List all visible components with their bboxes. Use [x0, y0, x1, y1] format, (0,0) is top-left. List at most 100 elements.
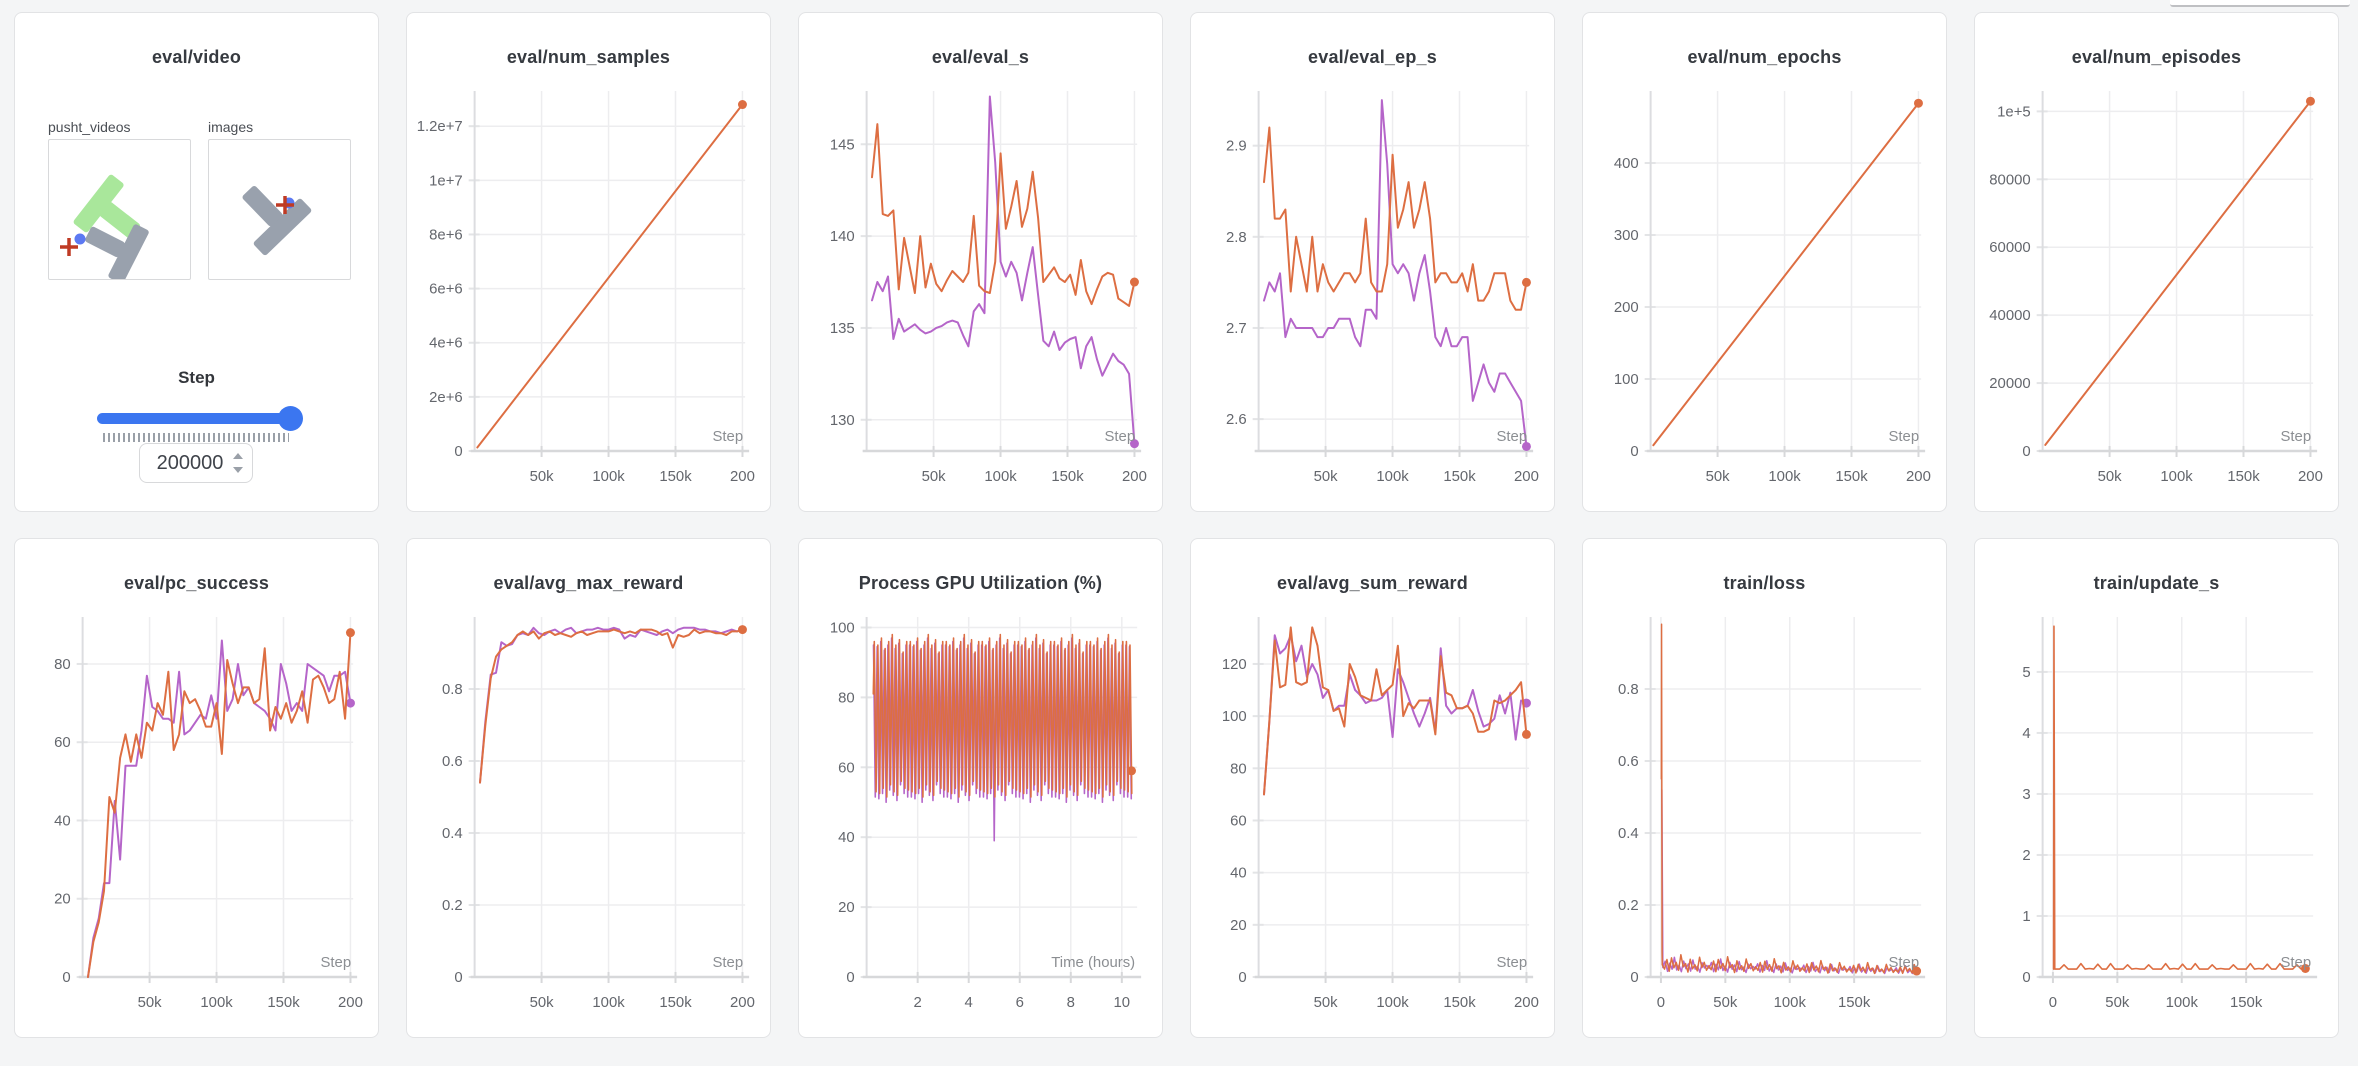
svg-text:100k: 100k — [1774, 994, 1807, 1011]
svg-text:100k: 100k — [1768, 468, 1801, 485]
svg-text:40: 40 — [838, 829, 855, 846]
chart-canvas[interactable]: 0 1 2 3 4 5 0 50k 100k 150k Step — [1975, 603, 2338, 1033]
svg-text:2: 2 — [2022, 847, 2030, 864]
svg-text:Step: Step — [712, 428, 743, 445]
chart-canvas[interactable]: 0 0.2 0.4 0.6 0.8 0 50k 100k 150k Step — [1583, 603, 1946, 1033]
svg-text:20: 20 — [838, 899, 855, 916]
chart-canvas[interactable]: 0 2e+6 4e+6 6e+6 8e+6 1e+7 1.2e+7 50k 100k 150k 20… — [407, 77, 770, 507]
chart-canvas[interactable]: 130 135 140 145 50k 100k 150k 200 Step — [799, 77, 1162, 507]
step-slider[interactable] — [97, 405, 303, 442]
svg-text:2.6: 2.6 — [1226, 411, 1247, 428]
svg-text:20000: 20000 — [1989, 375, 2030, 392]
svg-text:150k: 150k — [2230, 994, 2263, 1011]
chart-canvas[interactable]: 0 0.2 0.4 0.6 0.8 50k 100k 150k 200 Step — [407, 603, 770, 1033]
panel-process-gpu-utilization: Process GPU Utilization (%) 0 20 40 60 80 100… — [798, 538, 1163, 1038]
number-stepper[interactable] — [233, 452, 243, 474]
media-label-images: images — [208, 119, 254, 135]
svg-text:Step: Step — [1496, 954, 1527, 971]
svg-text:100k: 100k — [984, 468, 1017, 485]
svg-text:4: 4 — [2022, 725, 2030, 742]
svg-text:Step: Step — [1888, 428, 1919, 445]
panel-eval-eval-s: eval/eval_s 130 135 140 145 50k 100k 150k 200 St… — [798, 12, 1163, 512]
svg-text:50k: 50k — [922, 468, 947, 485]
media-label-pusht-videos: pusht_videos — [48, 119, 131, 135]
svg-text:100k: 100k — [1376, 468, 1409, 485]
svg-text:400: 400 — [1614, 155, 1639, 172]
panel-eval-pc-success: eval/pc_success 0 20 40 60 80 50k 100k 150k 200 S… — [14, 538, 379, 1038]
svg-text:135: 135 — [830, 320, 855, 337]
svg-text:60: 60 — [838, 759, 855, 776]
svg-text:145: 145 — [830, 136, 855, 153]
svg-text:40000: 40000 — [1989, 307, 2030, 324]
svg-text:4: 4 — [965, 994, 973, 1011]
svg-text:140: 140 — [830, 228, 855, 245]
svg-text:80000: 80000 — [1989, 171, 2030, 188]
svg-text:20: 20 — [1230, 917, 1247, 934]
svg-text:200: 200 — [338, 994, 363, 1011]
svg-text:0: 0 — [1238, 969, 1246, 986]
panel-eval-num-samples: eval/num_samples 0 2e+6 4e+6 6e+6 8e+6 1e+7 1.… — [406, 12, 771, 512]
svg-text:80: 80 — [838, 689, 855, 706]
svg-text:50k: 50k — [1314, 994, 1339, 1011]
chart-canvas[interactable]: 0 20 40 60 80 50k 100k 150k 200 Step — [15, 603, 378, 1033]
svg-text:0: 0 — [1630, 969, 1638, 986]
svg-text:150k: 150k — [659, 468, 692, 485]
stepper-down-icon[interactable] — [233, 467, 243, 473]
svg-text:200: 200 — [2298, 468, 2323, 485]
chart-canvas[interactable]: 0 20000 40000 60000 80000 1e+5 50k 100k 150k 200 S… — [1975, 77, 2338, 507]
svg-text:60000: 60000 — [1989, 239, 2030, 256]
svg-text:10: 10 — [1114, 994, 1131, 1011]
panel-eval-num-episodes: eval/num_episodes 0 20000 40000 60000 80000 1… — [1974, 12, 2339, 512]
cropped-panel-edge — [2170, 0, 2350, 7]
svg-text:Step: Step — [2280, 954, 2311, 971]
svg-text:200: 200 — [1514, 468, 1539, 485]
step-slider-label: Step — [178, 368, 215, 387]
slider-thumb[interactable] — [278, 406, 303, 431]
pusht-video-thumbnail[interactable] — [48, 139, 191, 284]
svg-text:Time (hours): Time (hours) — [1051, 954, 1135, 971]
svg-text:150k: 150k — [1835, 468, 1868, 485]
panel-eval-avg-sum-reward: eval/avg_sum_reward 0 20 40 60 80 100 120 50k 10… — [1190, 538, 1555, 1038]
svg-text:150k: 150k — [2227, 468, 2260, 485]
svg-text:100k: 100k — [592, 994, 625, 1011]
svg-text:0: 0 — [1630, 443, 1638, 460]
svg-text:80: 80 — [54, 656, 71, 673]
svg-text:120: 120 — [1222, 656, 1247, 673]
svg-text:0: 0 — [2049, 994, 2057, 1011]
svg-text:50k: 50k — [530, 468, 555, 485]
chart-title: eval/avg_max_reward — [493, 573, 684, 593]
svg-text:100k: 100k — [2160, 468, 2193, 485]
svg-text:50k: 50k — [1314, 468, 1339, 485]
chart-canvas[interactable]: 0 20 40 60 80 100 2 4 6 8 10 Time (hours) — [799, 603, 1162, 1033]
slider-tick-ruler — [103, 433, 289, 442]
svg-text:2.8: 2.8 — [1226, 229, 1247, 246]
svg-text:Step: Step — [2280, 428, 2311, 445]
chart-title: eval/pc_success — [123, 573, 270, 593]
svg-text:0: 0 — [1657, 994, 1665, 1011]
step-number-input[interactable] — [140, 444, 252, 482]
svg-text:6: 6 — [1016, 994, 1024, 1011]
images-scene-drawing — [242, 185, 312, 256]
panel-title: eval/video — [151, 47, 242, 67]
svg-text:0.8: 0.8 — [442, 681, 463, 698]
svg-text:50k: 50k — [138, 994, 163, 1011]
svg-text:100k: 100k — [592, 468, 625, 485]
svg-text:40: 40 — [54, 812, 71, 829]
svg-text:60: 60 — [1230, 812, 1247, 829]
panel-train-update-s: train/update_s 0 1 2 3 4 5 0 50k 100k 150k Step — [1974, 538, 2339, 1038]
svg-text:2e+6: 2e+6 — [429, 389, 463, 406]
chart-canvas[interactable]: 0 100 200 300 400 50k 100k 150k 200 Step — [1583, 77, 1946, 507]
chart-canvas[interactable]: 0 20 40 60 80 100 120 50k 100k 150k 200 Step — [1191, 603, 1554, 1033]
svg-text:50k: 50k — [1713, 994, 1738, 1011]
stepper-up-icon[interactable] — [233, 453, 243, 459]
svg-text:200: 200 — [1122, 468, 1147, 485]
chart-title: train/loss — [1723, 573, 1806, 593]
chart-title: eval/num_samples — [506, 47, 671, 67]
images-thumbnail[interactable] — [208, 139, 351, 280]
svg-text:2.7: 2.7 — [1226, 320, 1247, 337]
svg-text:2.9: 2.9 — [1226, 138, 1247, 155]
svg-text:100: 100 — [830, 619, 855, 636]
svg-text:50k: 50k — [530, 994, 555, 1011]
chart-canvas[interactable]: 2.6 2.7 2.8 2.9 50k 100k 150k 200 Step — [1191, 77, 1554, 507]
slider-track[interactable] — [97, 413, 301, 424]
